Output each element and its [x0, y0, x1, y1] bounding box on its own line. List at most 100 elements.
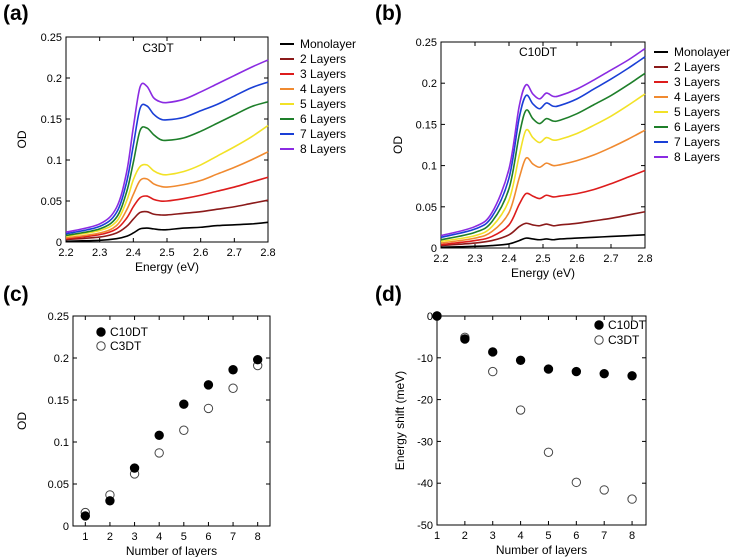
legend-label: 6 Layers — [300, 112, 346, 126]
x-tick-label: 7 — [601, 530, 607, 542]
data-point — [203, 380, 214, 390]
series-line — [440, 72, 646, 241]
y-tick-label: -10 — [417, 353, 433, 365]
y-axis-label: OD — [15, 130, 29, 148]
panel-label: (c) — [3, 283, 29, 306]
legend-marker — [96, 341, 106, 351]
plot-frame — [436, 315, 647, 526]
legend-label: 4 Layers — [300, 82, 346, 96]
legend-label: C3DT — [110, 339, 142, 353]
y-tick-label: 0.05 — [41, 196, 62, 208]
x-tick-label: 2.4 — [501, 253, 516, 265]
series-line — [440, 93, 646, 243]
series-line — [440, 47, 646, 237]
panel-label: (d) — [375, 283, 402, 306]
data-point — [80, 511, 91, 521]
x-axis-label: Energy (eV) — [511, 266, 575, 280]
data-point — [488, 366, 498, 377]
x-tick-label: 4 — [518, 530, 524, 542]
x-tick-label: 2.5 — [159, 247, 174, 259]
y-tick-label: 0 — [431, 243, 437, 255]
y-tick-label: 0.25 — [416, 37, 437, 49]
series-line — [440, 129, 646, 244]
y-tick-label: -30 — [417, 436, 433, 448]
x-tick-label: 8 — [255, 531, 261, 543]
legend-marker — [594, 335, 604, 345]
x-tick-label: 2.7 — [603, 253, 618, 265]
legend-marker — [594, 320, 604, 330]
y-tick-label: -20 — [417, 395, 433, 407]
x-tick-label: 2.8 — [260, 247, 275, 259]
data-point — [129, 463, 140, 473]
x-tick-label: 2.2 — [433, 253, 448, 265]
data-point — [543, 364, 554, 374]
legend-label: 7 Layers — [300, 127, 346, 141]
panel-label: (a) — [3, 2, 29, 25]
data-point — [105, 496, 115, 506]
series-line — [65, 101, 269, 237]
legend-label: 2 Layers — [674, 60, 720, 74]
chart-panel-d: (d) 1 2 3 4 5 6 7 8 0 -10 -20 -30 -40 -50 Number of lay… — [375, 283, 647, 557]
panel-label: (b) — [375, 2, 402, 25]
y-tick-label: -50 — [417, 520, 433, 532]
chart-panel-b: (b) 2.2 2.3 2.4 2.5 2.6 2.7 2.8 0 0.05 0.1 0.15 0.2 0… — [375, 2, 730, 280]
x-tick-label: 1 — [434, 530, 440, 542]
legend-label: C10DT — [608, 318, 647, 332]
series-line — [440, 234, 646, 248]
legend-label: 2 Layers — [300, 52, 346, 66]
data-point — [488, 347, 498, 357]
data-point — [179, 425, 189, 435]
y-tick-label: -40 — [417, 478, 433, 490]
data-point — [599, 368, 609, 379]
data-point — [203, 403, 214, 414]
x-tick-label: 2.2 — [58, 247, 73, 259]
y-tick-label: 0 — [63, 521, 69, 533]
legend-label: 8 Layers — [300, 142, 346, 156]
legend-label: 5 Layers — [674, 105, 720, 119]
y-tick-label: 0.1 — [54, 437, 69, 449]
x-tick-label: 2 — [462, 530, 468, 542]
legend-label: 7 Layers — [674, 135, 720, 149]
y-tick-label: 0.25 — [48, 311, 69, 323]
y-tick-label: 0.15 — [416, 119, 437, 131]
legend-label: 3 Layers — [674, 75, 720, 89]
y-tick-label: 0.15 — [41, 114, 62, 126]
x-tick-label: 2.5 — [535, 253, 550, 265]
data-point — [515, 405, 526, 415]
data-point — [154, 448, 164, 458]
plot-frame — [65, 36, 269, 243]
x-tick-label: 2.4 — [126, 247, 141, 259]
x-tick-label: 6 — [205, 531, 211, 543]
data-point — [252, 354, 263, 365]
x-tick-label: 1 — [82, 531, 88, 543]
y-tick-label: 0.05 — [416, 202, 437, 214]
legend-label: Monolayer — [674, 45, 730, 59]
data-point — [571, 366, 582, 377]
data-point — [543, 447, 554, 457]
x-tick-label: 8 — [629, 530, 635, 542]
series-line — [65, 176, 269, 240]
x-tick-label: 3 — [132, 531, 138, 543]
series-line — [440, 56, 646, 239]
series-line — [65, 124, 269, 238]
x-tick-label: 2.3 — [92, 247, 107, 259]
data-point — [179, 399, 189, 409]
chart-panel-a: (a) 2.2 2.3 2.4 2.5 2.6 2.7 2.8 0 0.05 0.1 0.15 0.2 0… — [3, 2, 356, 274]
y-tick-label: 0.15 — [48, 395, 69, 407]
series-line — [65, 59, 269, 233]
data-point — [460, 334, 470, 344]
y-tick-label: 0.1 — [47, 155, 62, 167]
x-tick-label: 5 — [545, 530, 551, 542]
x-tick-label: 4 — [156, 531, 162, 543]
y-tick-label: 0.25 — [41, 32, 62, 44]
series-line — [440, 210, 646, 247]
y-tick-label: 0.2 — [422, 78, 437, 90]
y-tick-label: 0.2 — [47, 73, 62, 85]
y-tick-label: 0 — [56, 237, 62, 249]
plot-frame — [72, 315, 271, 527]
data-point — [571, 477, 582, 488]
data-point — [228, 365, 238, 375]
y-tick-label: 0.2 — [54, 353, 69, 365]
data-point — [627, 371, 637, 381]
